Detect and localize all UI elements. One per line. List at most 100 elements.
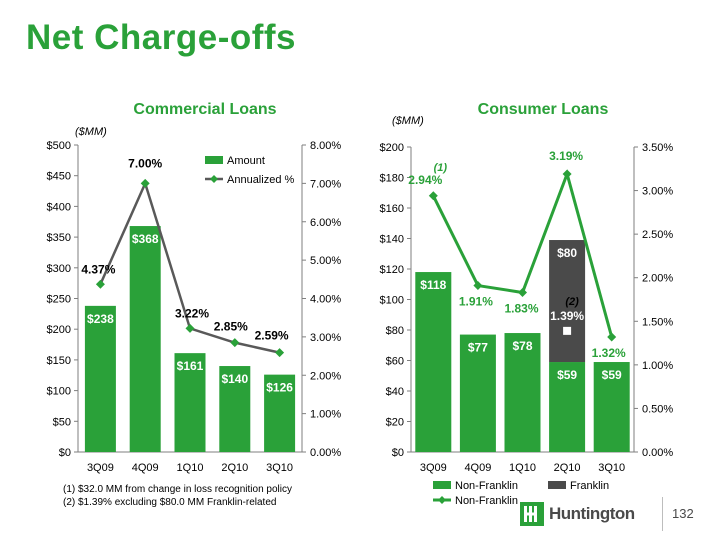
- page-number: 132: [672, 506, 694, 521]
- y-tick-label-right-commercial: 8.00%: [310, 140, 341, 152]
- x-tick-label-commercial: 3Q10: [266, 462, 293, 474]
- y-tick-label-left-commercial: $300: [47, 263, 71, 275]
- annotation-note-1: (1): [434, 162, 448, 174]
- bar-commercial-amount: [219, 366, 251, 452]
- legend-swatch-franklin: [548, 481, 566, 489]
- page-divider: [662, 497, 663, 531]
- bar-consumer-non-franklin: [593, 362, 630, 452]
- x-tick-label-commercial: 1Q10: [177, 462, 204, 474]
- y-tick-label-left-commercial: $50: [53, 416, 71, 428]
- x-tick-label-commercial: 2Q10: [221, 462, 248, 474]
- line-label-commercial: 7.00%: [128, 156, 162, 170]
- legend-marker-annualized: [210, 175, 218, 183]
- bar-consumer-non-franklin: [459, 334, 496, 452]
- y-tick-label-right-consumer: 1.50%: [642, 316, 673, 328]
- unit-label-commercial: ($MM): [75, 126, 107, 138]
- x-tick-label-commercial: 3Q09: [87, 462, 114, 474]
- footnotes: (1) $32.0 MM from change in loss recogni…: [63, 483, 292, 509]
- y-tick-label-right-commercial: 0.00%: [310, 447, 341, 459]
- bar-consumer-franklin: [549, 240, 586, 363]
- y-tick-label-left-commercial: $150: [47, 355, 71, 367]
- x-tick-label-consumer: 3Q09: [420, 462, 447, 474]
- bar-consumer-non-franklin: [549, 362, 586, 452]
- y-tick-label-right-consumer: 3.00%: [642, 186, 673, 198]
- y-tick-label-right-commercial: 2.00%: [310, 370, 341, 382]
- bar-consumer-non-franklin: [415, 272, 452, 452]
- bar-label-consumer-non-franklin: $59: [602, 368, 622, 382]
- line-label-consumer: 3.19%: [549, 149, 583, 163]
- page-title: Net Charge-offs: [26, 18, 297, 57]
- bar-commercial-amount: [84, 305, 116, 452]
- legend-swatch-non-franklin: [433, 481, 451, 489]
- point-commercial-annualized: [230, 338, 240, 348]
- huntington-logo-icon: [520, 502, 544, 526]
- bar-commercial-amount: [129, 226, 161, 452]
- bar-label-consumer-non-franklin: $59: [557, 368, 577, 382]
- line-label-commercial: 4.37%: [81, 262, 115, 276]
- bar-commercial-amount: [174, 353, 206, 452]
- y-tick-label-left-commercial: $500: [47, 140, 71, 152]
- marker-excluding-franklin: [563, 326, 572, 335]
- y-tick-label-right-commercial: 4.00%: [310, 294, 341, 306]
- logo-text: Huntington: [549, 504, 635, 523]
- y-tick-label-left-commercial: $450: [47, 171, 71, 183]
- bar-label-commercial: $126: [266, 381, 293, 395]
- line-label-commercial: 2.59%: [255, 329, 289, 343]
- annotation-excluding-franklin-pct: 1.39%: [550, 309, 584, 323]
- y-tick-label-left-commercial: $250: [47, 294, 71, 306]
- y-tick-label-left-commercial: $100: [47, 386, 71, 398]
- x-tick-label-consumer: 1Q10: [509, 462, 536, 474]
- line-label-consumer: 1.91%: [459, 295, 493, 309]
- legend-label-amount: Amount: [227, 155, 265, 167]
- y-tick-label-left-consumer: $120: [380, 264, 404, 276]
- y-tick-label-left-consumer: $200: [380, 142, 404, 154]
- point-commercial-annualized: [185, 323, 195, 333]
- line-label-commercial: 2.85%: [214, 320, 248, 334]
- legend-label-non-franklin-line: Non-Franklin: [455, 495, 518, 507]
- y-tick-label-left-consumer: $100: [380, 295, 404, 307]
- y-tick-label-right-consumer: 3.50%: [642, 142, 673, 154]
- point-consumer-non-franklin: [518, 288, 527, 298]
- footnote-2: (2) $1.39% excluding $80.0 MM Franklin-r…: [63, 497, 277, 508]
- y-tick-label-left-commercial: $200: [47, 324, 71, 336]
- y-tick-label-left-consumer: $80: [386, 325, 404, 337]
- y-tick-label-right-consumer: 0.00%: [642, 447, 673, 459]
- y-tick-label-right-commercial: 1.00%: [310, 409, 341, 421]
- y-tick-label-right-consumer: 0.50%: [642, 403, 673, 415]
- x-tick-label-commercial: 4Q09: [132, 462, 159, 474]
- y-tick-label-right-commercial: 6.00%: [310, 217, 341, 229]
- bar-label-consumer-non-franklin: $78: [512, 339, 532, 353]
- bar-label-commercial: $368: [132, 232, 159, 246]
- bar-commercial-amount: [264, 374, 296, 452]
- y-tick-label-right-consumer: 1.00%: [642, 360, 673, 372]
- y-tick-label-left-consumer: $20: [386, 417, 404, 429]
- legend-swatch-amount: [205, 156, 223, 164]
- x-tick-label-consumer: 2Q10: [554, 462, 581, 474]
- bar-label-consumer-non-franklin: $118: [420, 278, 446, 292]
- point-consumer-non-franklin: [562, 169, 572, 179]
- bar-label-consumer-non-franklin: $77: [468, 341, 488, 355]
- line-label-commercial: 3.22%: [175, 306, 209, 320]
- x-tick-label-consumer: 4Q09: [464, 462, 491, 474]
- y-tick-label-left-commercial: $350: [47, 232, 71, 244]
- annotation-note-2: (2): [565, 296, 579, 308]
- point-commercial-annualized: [95, 279, 105, 289]
- y-tick-label-left-consumer: $180: [380, 173, 404, 185]
- y-tick-label-right-consumer: 2.50%: [642, 229, 673, 241]
- point-commercial-annualized: [275, 348, 285, 358]
- y-tick-label-left-commercial: $0: [59, 447, 71, 459]
- legend-label-franklin: Franklin: [570, 480, 609, 492]
- line-label-consumer: 2.94%: [408, 173, 442, 187]
- legend-label-non-franklin: Non-Franklin: [455, 480, 518, 492]
- line-label-consumer: 1.32%: [592, 346, 626, 360]
- huntington-logo: Huntington: [520, 502, 635, 526]
- legend-marker-non-franklin: [438, 496, 446, 504]
- chart-title-consumer: Consumer Loans: [478, 101, 609, 118]
- x-tick-label-consumer: 3Q10: [598, 462, 625, 474]
- line-label-consumer: 1.83%: [504, 302, 538, 316]
- y-tick-label-left-consumer: $0: [392, 447, 404, 459]
- bar-label-commercial: $161: [177, 359, 204, 373]
- point-consumer-non-franklin: [473, 281, 483, 291]
- point-commercial-annualized: [140, 178, 150, 188]
